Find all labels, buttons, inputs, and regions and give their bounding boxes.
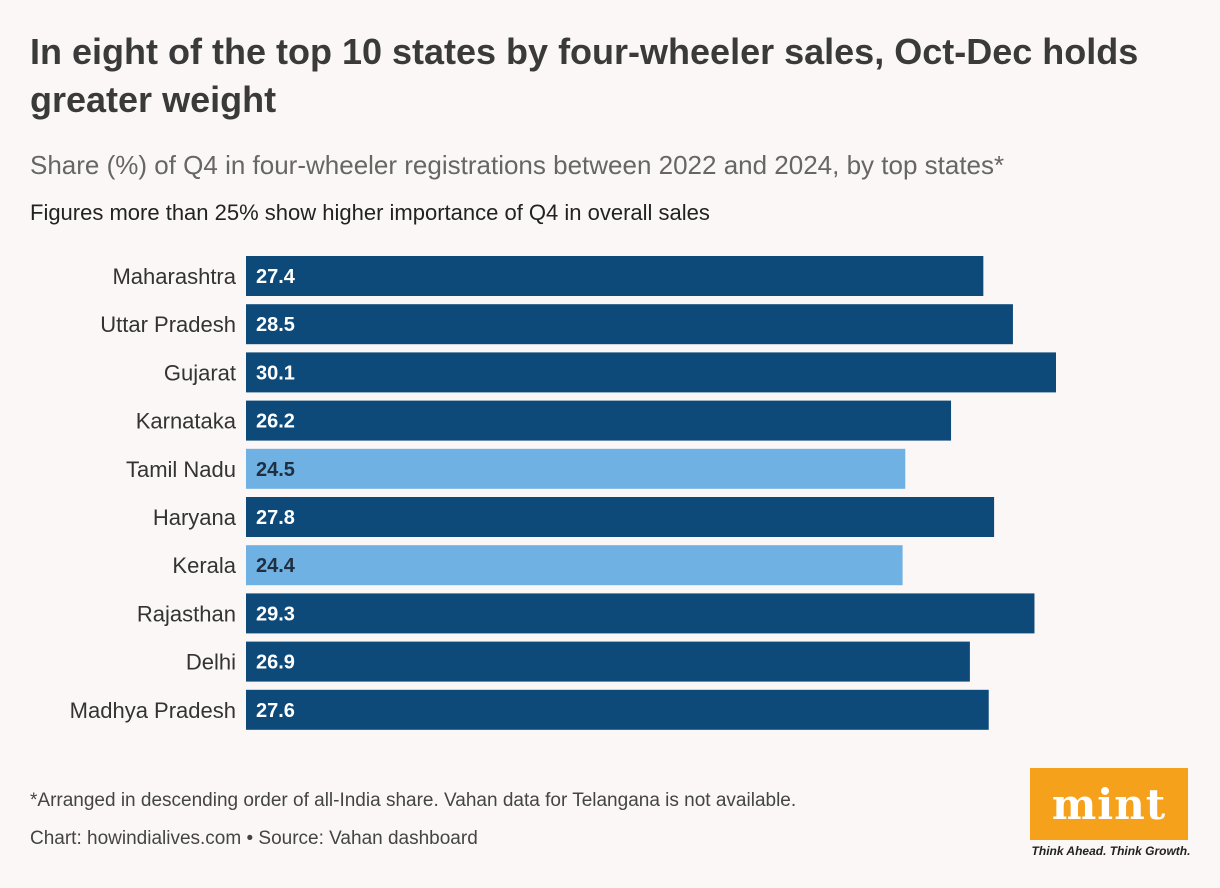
category-label-maharashtra: Maharashtra <box>112 264 236 289</box>
category-label-kerala: Kerala <box>172 553 236 578</box>
category-label-uttar-pradesh: Uttar Pradesh <box>100 312 236 337</box>
bar-tamil-nadu <box>246 448 906 489</box>
category-label-madhya-pradesh: Madhya Pradesh <box>70 698 236 723</box>
value-label-madhya-pradesh: 27.6 <box>256 700 295 722</box>
category-label-karnataka: Karnataka <box>136 409 237 434</box>
value-label-uttar-pradesh: 28.5 <box>256 314 295 336</box>
bar-delhi <box>246 641 970 682</box>
value-label-maharashtra: 27.4 <box>256 266 296 288</box>
bar-rajasthan <box>246 593 1035 634</box>
category-label-gujarat: Gujarat <box>164 360 236 385</box>
chart-title: In eight of the top 10 states by four-wh… <box>30 31 1139 120</box>
value-label-delhi: 26.9 <box>256 652 295 674</box>
bar-karnataka <box>246 400 952 441</box>
bar-kerala <box>246 545 903 586</box>
chart-note: Figures more than 25% show higher import… <box>30 200 710 225</box>
value-label-haryana: 27.8 <box>256 507 295 529</box>
source-credit: Chart: howindialives.com • Source: Vahan… <box>30 828 478 849</box>
logo-tagline: Think Ahead. Think Growth. <box>1031 844 1191 858</box>
value-label-tamil-nadu: 24.5 <box>256 459 295 481</box>
mint-logo: mint <box>1030 768 1188 840</box>
bar-chart: Maharashtra 27.4 Uttar Pradesh 28.5 Gujarat 3… <box>70 256 1056 730</box>
bar-maharashtra <box>246 256 984 296</box>
category-label-delhi: Delhi <box>186 650 236 675</box>
bar-uttar-pradesh <box>246 304 1013 345</box>
category-label-rajasthan: Rajasthan <box>137 601 236 626</box>
value-label-karnataka: 26.2 <box>256 411 295 433</box>
category-label-haryana: Haryana <box>153 505 237 530</box>
bar-haryana <box>246 497 995 537</box>
bar-madhya-pradesh <box>246 689 989 730</box>
value-label-gujarat: 30.1 <box>256 362 295 384</box>
category-label-tamil-nadu: Tamil Nadu <box>126 457 236 482</box>
value-label-kerala: 24.4 <box>256 555 296 577</box>
chart-subtitle: Share (%) of Q4 in four-wheeler registra… <box>30 150 1005 180</box>
footnote: *Arranged in descending order of all-Ind… <box>30 790 797 811</box>
value-label-rajasthan: 29.3 <box>256 603 295 625</box>
bar-gujarat <box>246 352 1056 393</box>
